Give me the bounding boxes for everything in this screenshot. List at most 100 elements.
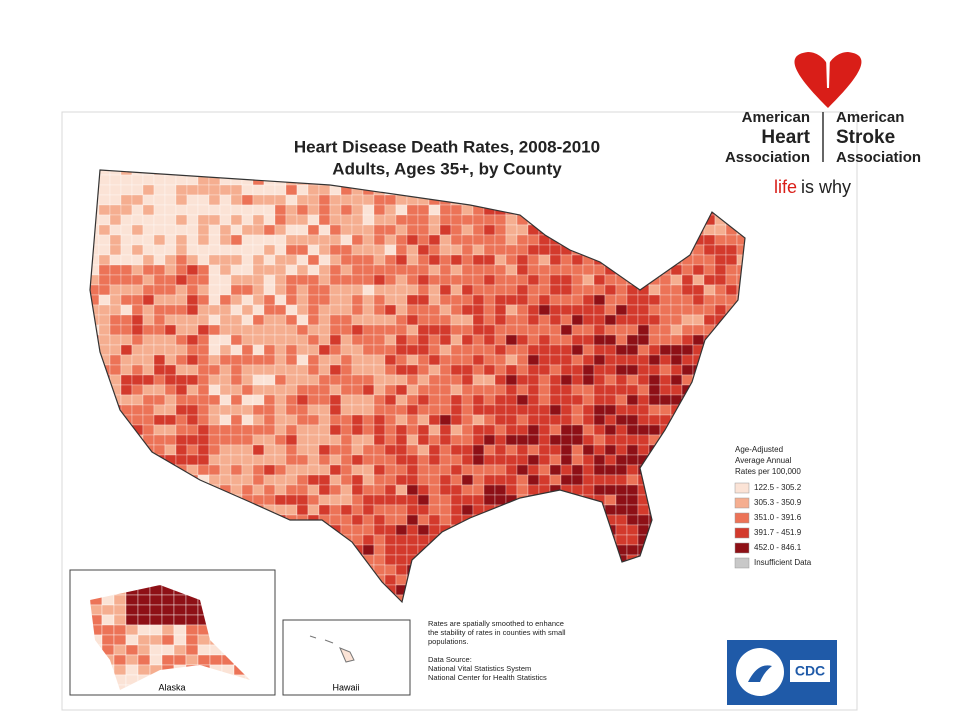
county [285, 364, 298, 376]
county [659, 284, 672, 296]
county [549, 264, 562, 276]
county [549, 274, 562, 286]
county [153, 334, 166, 346]
county [439, 204, 452, 216]
county [285, 464, 298, 476]
county [626, 344, 639, 356]
county [406, 294, 419, 306]
county [329, 434, 342, 446]
county [296, 424, 309, 436]
county [263, 374, 276, 386]
borough [137, 624, 151, 636]
county [406, 444, 419, 456]
county [417, 344, 430, 356]
logo-left-line: Heart [761, 127, 810, 148]
county [406, 374, 419, 386]
county [362, 394, 375, 406]
county [252, 284, 265, 296]
county [120, 194, 133, 206]
county [120, 334, 133, 346]
county [241, 284, 254, 296]
county [340, 484, 353, 496]
county [571, 414, 584, 426]
logo-text: AmericanHeartAssociationAmericanStrokeAs… [725, 109, 921, 166]
county [417, 294, 430, 306]
county [120, 344, 133, 356]
county [549, 374, 562, 386]
county [109, 314, 122, 326]
county [384, 424, 397, 436]
county [329, 334, 342, 346]
county [164, 344, 177, 356]
county [450, 344, 463, 356]
borough [185, 614, 199, 626]
county [252, 254, 265, 266]
county [472, 384, 485, 396]
county [351, 464, 364, 476]
county [439, 344, 452, 356]
county [351, 414, 364, 426]
logo-left-line: American [742, 109, 810, 126]
county [109, 274, 122, 286]
county [681, 324, 694, 336]
county [461, 364, 474, 376]
county [274, 374, 287, 386]
county [340, 394, 353, 406]
county [373, 534, 386, 546]
county [626, 394, 639, 406]
county [329, 344, 342, 356]
county [384, 344, 397, 356]
county [175, 314, 188, 326]
county [549, 284, 562, 296]
legend-title: Average Annual [735, 456, 792, 465]
county [494, 274, 507, 286]
county [241, 304, 254, 316]
county [637, 444, 650, 456]
county [615, 364, 628, 376]
county [538, 314, 551, 326]
county [417, 424, 430, 436]
county [593, 484, 606, 496]
county [186, 214, 199, 226]
county [175, 244, 188, 256]
county [417, 314, 430, 326]
county [516, 374, 529, 386]
county [571, 264, 584, 276]
county [285, 454, 298, 466]
county [571, 444, 584, 456]
county [516, 354, 529, 366]
county [219, 474, 232, 486]
county [219, 414, 232, 426]
county [527, 374, 540, 386]
county [373, 354, 386, 366]
county [98, 284, 111, 296]
county [351, 384, 364, 396]
county [527, 234, 540, 246]
county [109, 304, 122, 316]
county [505, 374, 518, 386]
county [384, 394, 397, 406]
county [494, 314, 507, 326]
legend-title: Rates per 100,000 [735, 467, 801, 476]
county [417, 204, 430, 216]
county [395, 374, 408, 386]
county [131, 334, 144, 346]
county [329, 194, 342, 206]
county [340, 414, 353, 426]
county [384, 574, 397, 586]
county [461, 414, 474, 426]
county [593, 384, 606, 396]
county [538, 354, 551, 366]
county [230, 404, 243, 416]
county [307, 354, 320, 366]
county [626, 404, 639, 416]
county [307, 244, 320, 256]
county [373, 404, 386, 416]
county [395, 524, 408, 536]
county [472, 344, 485, 356]
county [362, 274, 375, 286]
county [362, 464, 375, 476]
county [428, 204, 441, 216]
county [296, 364, 309, 376]
borough [113, 634, 127, 646]
